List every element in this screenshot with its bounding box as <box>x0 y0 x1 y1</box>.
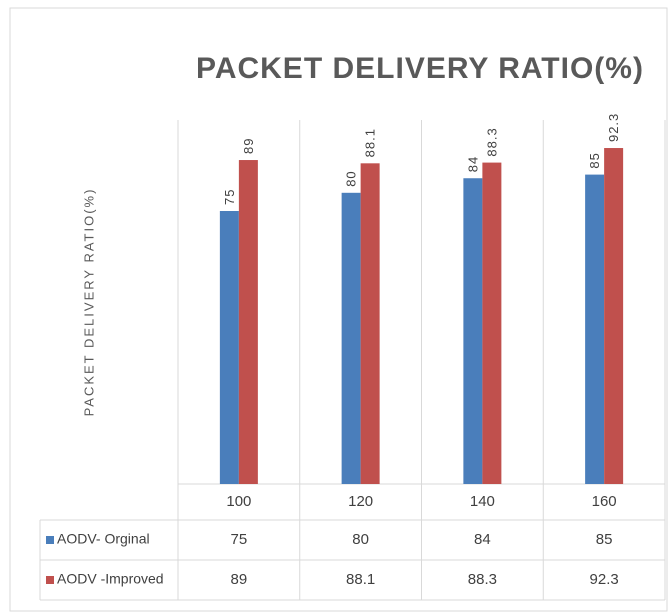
data-label: 89 <box>241 138 256 154</box>
table-cell: 92.3 <box>590 571 619 588</box>
bar <box>360 163 380 485</box>
bar <box>219 211 239 484</box>
bar <box>463 178 483 485</box>
table-cell: 84 <box>474 531 491 548</box>
chart-title: PACKET DELIVERY RATIO(%) <box>196 52 644 85</box>
data-label: 84 <box>465 156 480 172</box>
table-cell: 88.1 <box>346 571 375 588</box>
legend-label: AODV -Improved <box>57 571 164 587</box>
table-cell: 75 <box>231 531 248 548</box>
table-cell: 89 <box>231 571 248 588</box>
data-label: 80 <box>344 170 359 186</box>
table-cell: 80 <box>352 531 369 548</box>
chart-frame <box>9 7 668 612</box>
bar <box>482 162 502 484</box>
x-tick-label: 100 <box>226 493 251 510</box>
data-label: 75 <box>222 189 237 205</box>
legend-label: AODV- Orginal <box>57 531 150 547</box>
x-tick-label: 140 <box>470 493 495 510</box>
y-axis-label: PACKET DELIVERY RATIO(%) <box>81 188 96 417</box>
legend-swatch <box>46 576 54 584</box>
table-cell: 88.3 <box>468 571 497 588</box>
bar <box>238 160 258 485</box>
data-label: 92.3 <box>606 113 621 142</box>
bar <box>341 192 361 485</box>
table-cell: 85 <box>596 531 613 548</box>
x-tick-label: 160 <box>592 493 617 510</box>
bar <box>604 148 624 484</box>
x-tick-label: 120 <box>348 493 373 510</box>
legend-swatch <box>46 536 54 544</box>
data-label: 88.3 <box>484 127 499 156</box>
data-label: 85 <box>587 152 602 168</box>
bar <box>585 174 605 484</box>
data-label: 88.1 <box>363 128 378 157</box>
